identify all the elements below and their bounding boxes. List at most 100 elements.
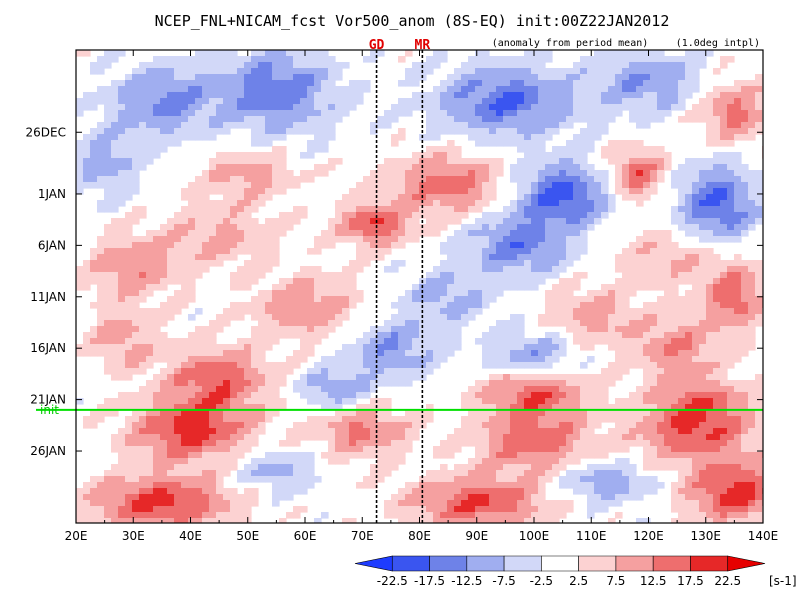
heatmap-cell [335, 92, 343, 99]
heatmap-cell [559, 200, 567, 207]
heatmap-cell [167, 80, 175, 87]
heatmap-cell [237, 344, 245, 351]
heatmap-cell [671, 170, 679, 177]
heatmap-cell [552, 374, 560, 381]
heatmap-cell [398, 422, 406, 429]
heatmap-cell [160, 350, 168, 357]
heatmap-cell [447, 236, 455, 243]
heatmap-cell [251, 332, 259, 339]
heatmap-cell [426, 134, 434, 141]
heatmap-cell [412, 164, 420, 171]
heatmap-cell [482, 428, 490, 435]
heatmap-cell [132, 218, 140, 225]
heatmap-cell [748, 380, 756, 387]
heatmap-cell [97, 182, 105, 189]
heatmap-cell [153, 260, 161, 267]
heatmap-cell [461, 236, 469, 243]
heatmap-cell [636, 434, 644, 441]
heatmap-cell [272, 326, 280, 333]
heatmap-cell [524, 122, 532, 129]
heatmap-cell [566, 254, 574, 261]
heatmap-cell [258, 62, 266, 69]
heatmap-cell [482, 386, 490, 393]
heatmap-cell [545, 230, 553, 237]
heatmap-cell [447, 320, 455, 327]
heatmap-cell [741, 332, 749, 339]
heatmap-cell [328, 92, 336, 99]
heatmap-cell [384, 194, 392, 201]
heatmap-cell [559, 248, 567, 255]
heatmap-cell [181, 248, 189, 255]
heatmap-cell [97, 152, 105, 159]
heatmap-cell [363, 176, 371, 183]
heatmap-cell [566, 182, 574, 189]
heatmap-cell [538, 434, 546, 441]
heatmap-cell [188, 404, 196, 411]
heatmap-cell [244, 374, 252, 381]
heatmap-cell [699, 374, 707, 381]
heatmap-cell [104, 284, 112, 291]
heatmap-cell [265, 386, 273, 393]
heatmap-cell [97, 206, 105, 213]
heatmap-cell [125, 80, 133, 87]
heatmap-cell [706, 404, 714, 411]
heatmap-cell [132, 122, 140, 129]
heatmap-cell [132, 68, 140, 75]
heatmap-cell [636, 62, 644, 69]
heatmap-cell [125, 176, 133, 183]
heatmap-cell [335, 98, 343, 105]
heatmap-cell [398, 128, 406, 135]
heatmap-cell [580, 98, 588, 105]
heatmap-cell [699, 296, 707, 303]
heatmap-cell [608, 332, 616, 339]
heatmap-cell [188, 332, 196, 339]
heatmap-cell [713, 440, 721, 447]
heatmap-cell [657, 278, 665, 285]
heatmap-cell [265, 344, 273, 351]
heatmap-cell [335, 110, 343, 117]
heatmap-cell [622, 254, 630, 261]
heatmap-cell [90, 158, 98, 165]
heatmap-cell [594, 440, 602, 447]
heatmap-cell [524, 92, 532, 99]
heatmap-cell [678, 326, 686, 333]
heatmap-cell [251, 272, 259, 279]
heatmap-cell [657, 164, 665, 171]
heatmap-cell [195, 218, 203, 225]
heatmap-cell [650, 416, 658, 423]
heatmap-cell [132, 404, 140, 411]
heatmap-cell [503, 380, 511, 387]
heatmap-cell [426, 320, 434, 327]
heatmap-cell [111, 446, 119, 453]
heatmap-cell [104, 326, 112, 333]
heatmap-cell [573, 176, 581, 183]
heatmap-cell [188, 452, 196, 459]
heatmap-cell [587, 176, 595, 183]
heatmap-cell [272, 62, 280, 69]
heatmap-cell [321, 422, 329, 429]
heatmap-cell [664, 386, 672, 393]
heatmap-cell [314, 86, 322, 93]
heatmap-cell [111, 134, 119, 141]
heatmap-cell [720, 290, 728, 297]
heatmap-cell [349, 86, 357, 93]
heatmap-cell [699, 404, 707, 411]
heatmap-cell [545, 272, 553, 279]
heatmap-cell [664, 314, 672, 321]
heatmap-cell [587, 110, 595, 117]
heatmap-cell [552, 350, 560, 357]
heatmap-cell [356, 86, 364, 93]
heatmap-cell [398, 230, 406, 237]
heatmap-cell [111, 194, 119, 201]
heatmap-cell [244, 416, 252, 423]
heatmap-cell [692, 344, 700, 351]
heatmap-cell [720, 392, 728, 399]
heatmap-cell [692, 176, 700, 183]
heatmap-cell [727, 260, 735, 267]
heatmap-cell [265, 392, 273, 399]
heatmap-cell [251, 440, 259, 447]
heatmap-cell [433, 56, 441, 63]
heatmap-cell [223, 206, 231, 213]
heatmap-cell [181, 218, 189, 225]
heatmap-cell [265, 458, 273, 465]
